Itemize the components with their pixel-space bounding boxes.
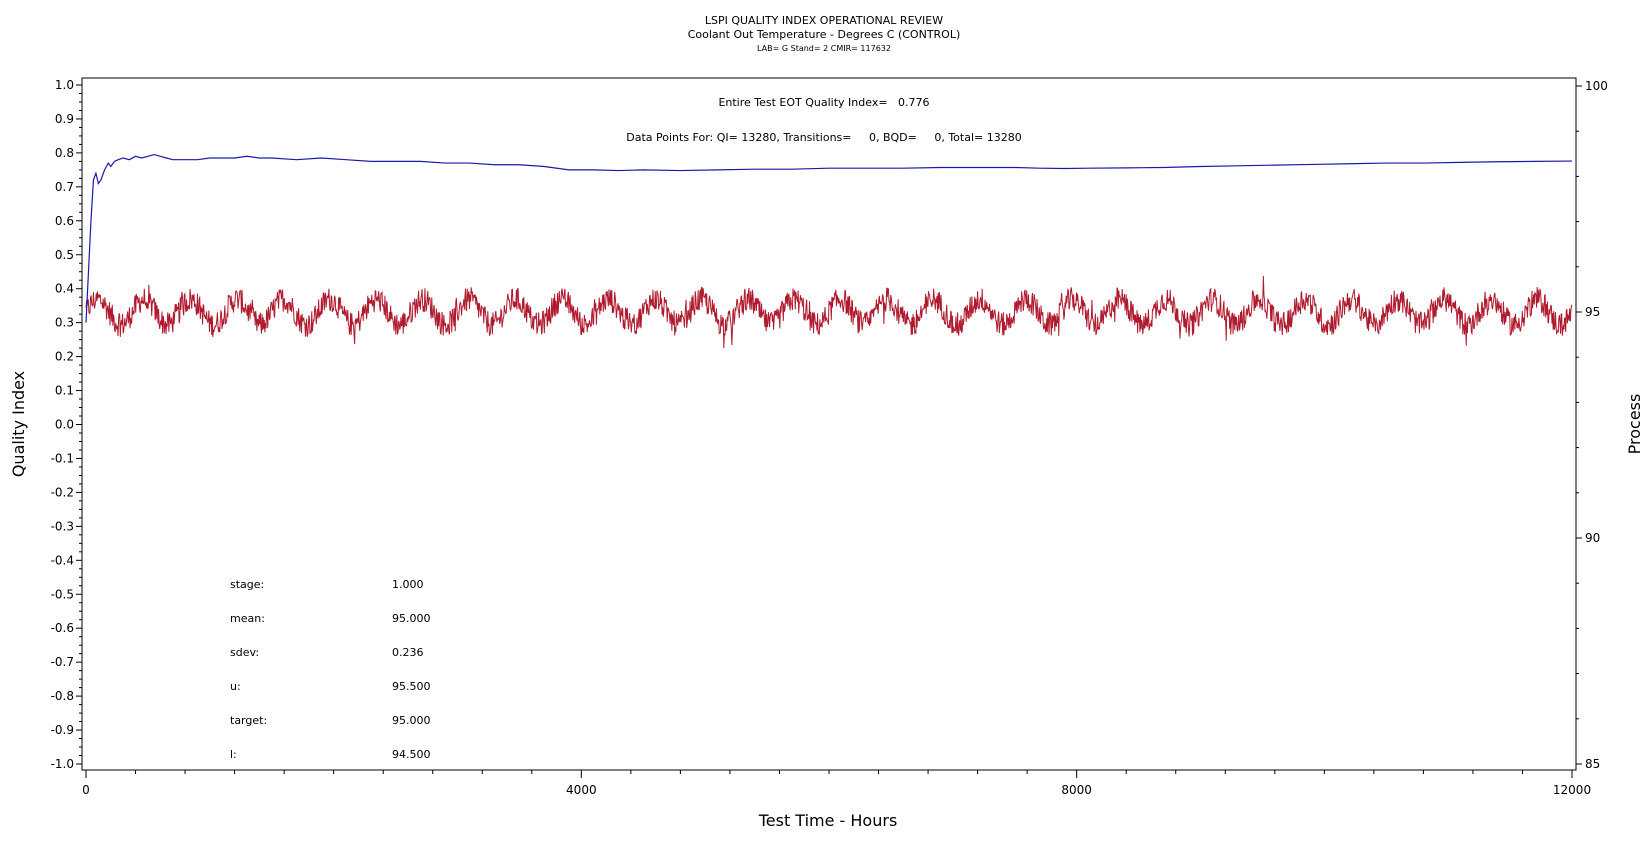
points-annotation: Data Points For: QI= 13280, Transitions=… bbox=[626, 131, 1021, 144]
y-left-tick-label: 0.0 bbox=[55, 418, 74, 432]
x-tick-label: 12000 bbox=[1553, 783, 1591, 797]
qi-annotation: Entire Test EOT Quality Index= 0.776 bbox=[718, 96, 929, 109]
quality-index-series-line bbox=[85, 153, 1573, 323]
stat-value: 0.236 bbox=[392, 646, 424, 659]
y-right-tick-label: 95 bbox=[1585, 305, 1600, 319]
series-group bbox=[85, 153, 1573, 349]
y-left-tick-label: 0.4 bbox=[55, 282, 74, 296]
y-left-axis-ticks: 1.0 0.9 0.8 0.7 0.6 0.5 0.4 0.3 0.2 0.1 0.0 -0.1 -0.… bbox=[51, 78, 82, 771]
chart-subsubtitle: LAB= G Stand= 2 CMIR= 117632 bbox=[757, 44, 891, 53]
y-left-tick-label: -0.3 bbox=[51, 519, 74, 533]
process-series-line bbox=[85, 275, 1573, 349]
y-left-tick-label: 0.7 bbox=[55, 180, 74, 194]
y-left-tick-label: -0.4 bbox=[51, 553, 74, 567]
y-left-tick-label: -0.1 bbox=[51, 451, 74, 465]
stat-value: 95.000 bbox=[392, 612, 431, 625]
y-left-tick-label: -0.2 bbox=[51, 485, 74, 499]
stat-label: stage: bbox=[230, 578, 264, 591]
y-right-axis-title: Process bbox=[1625, 394, 1644, 455]
x-tick-label: 8000 bbox=[1061, 783, 1092, 797]
y-left-tick-label: 0.1 bbox=[55, 384, 74, 398]
stat-label: mean: bbox=[230, 612, 265, 625]
y-right-axis-ticks: 100 95 90 85 bbox=[1576, 79, 1608, 771]
y-left-axis-title: Quality Index bbox=[9, 371, 28, 477]
stat-value: 1.000 bbox=[392, 578, 424, 591]
y-left-tick-label: -0.5 bbox=[51, 587, 74, 601]
chart-subtitle: Coolant Out Temperature - Degrees C (CON… bbox=[688, 28, 961, 41]
y-right-tick-label: 100 bbox=[1585, 79, 1608, 93]
y-left-tick-label: 0.8 bbox=[55, 146, 74, 160]
stat-value: 95.000 bbox=[392, 714, 431, 727]
stat-value: 95.500 bbox=[392, 680, 431, 693]
y-left-tick-label: -0.8 bbox=[51, 689, 74, 703]
y-left-tick-label: 0.5 bbox=[55, 248, 74, 262]
y-right-tick-label: 85 bbox=[1585, 757, 1600, 771]
stat-value: 94.500 bbox=[392, 748, 431, 761]
x-axis-title: Test Time - Hours bbox=[758, 811, 898, 830]
stat-label: u: bbox=[230, 680, 241, 693]
stat-label: target: bbox=[230, 714, 267, 727]
x-tick-label: 0 bbox=[82, 783, 90, 797]
y-left-tick-label: 1.0 bbox=[55, 78, 74, 92]
y-left-tick-label: -0.6 bbox=[51, 621, 74, 635]
x-axis-ticks: 0 4000 8000 12000 bbox=[82, 770, 1591, 797]
stats-table: stage: 1.000 mean: 95.000 sdev: 0.236 u: 95.500… bbox=[230, 578, 431, 761]
x-tick-label: 4000 bbox=[566, 783, 597, 797]
y-left-tick-label: 0.6 bbox=[55, 214, 74, 228]
y-left-tick-label: -1.0 bbox=[51, 757, 74, 771]
y-left-tick-label: -0.9 bbox=[51, 723, 74, 737]
stat-label: l: bbox=[230, 748, 237, 761]
chart-title: LSPI QUALITY INDEX OPERATIONAL REVIEW bbox=[705, 14, 943, 27]
plot-area bbox=[81, 77, 1577, 771]
y-left-tick-label: 0.3 bbox=[55, 316, 74, 330]
y-right-tick-label: 90 bbox=[1585, 531, 1600, 545]
stat-label: sdev: bbox=[230, 646, 259, 659]
y-left-tick-label: 0.2 bbox=[55, 350, 74, 364]
y-left-tick-label: 0.9 bbox=[55, 112, 74, 126]
y-left-tick-label: -0.7 bbox=[51, 655, 74, 669]
